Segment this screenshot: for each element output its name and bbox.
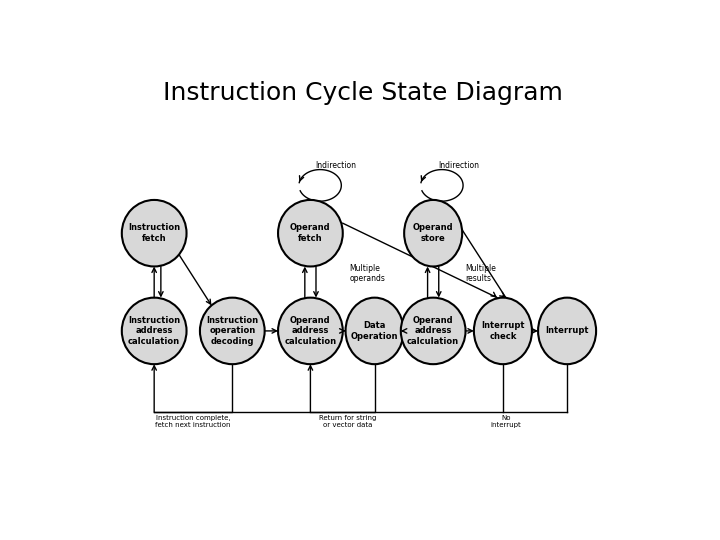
Ellipse shape [200,298,265,364]
Text: Data
Operation: Data Operation [351,321,398,341]
Ellipse shape [401,298,466,364]
Text: Instruction
operation
decoding: Instruction operation decoding [206,316,258,346]
Ellipse shape [538,298,596,364]
Text: Multiple
results: Multiple results [465,264,496,284]
Ellipse shape [404,200,462,266]
Text: Indirection: Indirection [438,161,479,170]
Text: Operand
address
calculation: Operand address calculation [284,316,336,346]
Text: Operand
fetch: Operand fetch [290,224,330,243]
Ellipse shape [122,200,186,266]
Text: Interrupt
check: Interrupt check [481,321,525,341]
Text: Operand
store: Operand store [413,224,454,243]
Ellipse shape [122,298,186,364]
Ellipse shape [278,298,343,364]
Text: Multiple
operands: Multiple operands [349,264,385,284]
Text: Instruction Cycle State Diagram: Instruction Cycle State Diagram [163,82,562,105]
Ellipse shape [474,298,532,364]
Ellipse shape [278,200,343,266]
Ellipse shape [346,298,404,364]
Text: Instruction complete,
fetch next instruction: Instruction complete, fetch next instruc… [156,415,231,428]
Text: Instruction
fetch: Instruction fetch [128,224,180,243]
Text: No
interrupt: No interrupt [490,415,521,428]
Text: Operand
address
calculation: Operand address calculation [407,316,459,346]
Text: Return for string
or vector data: Return for string or vector data [320,415,377,428]
Text: Interrupt: Interrupt [545,326,589,335]
Text: Indirection: Indirection [315,161,356,170]
Text: Instruction
address
calculation: Instruction address calculation [128,316,180,346]
